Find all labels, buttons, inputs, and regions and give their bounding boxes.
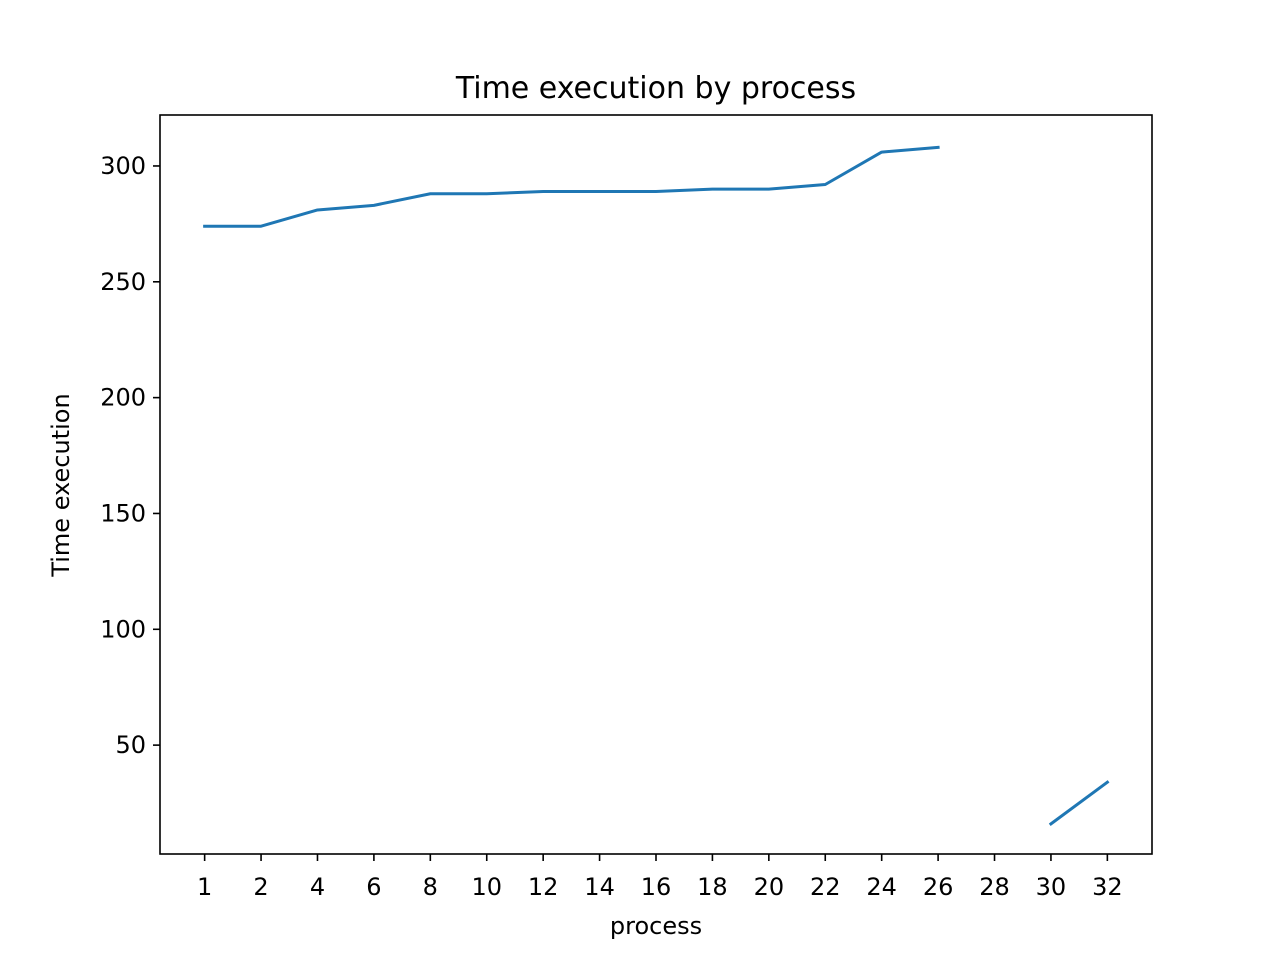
plot-frame xyxy=(159,114,1153,855)
x-axis: 1 2 4 6 8 10 12 14 16 18 20 22 24 26 28 30 32 xyxy=(197,854,1123,901)
series-line-1 xyxy=(203,145,1110,826)
y-tick-label: 100 xyxy=(100,615,146,643)
x-tick-label: 1 xyxy=(197,873,212,901)
x-tick-label: 2 xyxy=(253,873,268,901)
x-tick-label: 20 xyxy=(754,873,785,901)
x-tick-label: 16 xyxy=(641,873,672,901)
y-tick-label: 300 xyxy=(100,152,146,180)
x-tick-label: 14 xyxy=(584,873,615,901)
x-axis-label: process xyxy=(610,912,702,940)
x-tick-label: 6 xyxy=(366,873,381,901)
y-tick-label: 150 xyxy=(100,499,146,527)
y-axis-label: Time execution xyxy=(47,393,75,577)
x-tick-label: 26 xyxy=(923,873,954,901)
x-tick-label: 10 xyxy=(471,873,502,901)
y-tick-label: 50 xyxy=(115,731,146,759)
chart-title: Time execution by process xyxy=(455,71,856,106)
x-tick-label: 4 xyxy=(310,873,325,901)
x-tick-label: 12 xyxy=(528,873,559,901)
x-tick-label: 24 xyxy=(866,873,897,901)
x-tick-label: 28 xyxy=(979,873,1010,901)
x-tick-label: 8 xyxy=(423,873,438,901)
x-tick-label: 32 xyxy=(1092,873,1123,901)
x-tick-label: 18 xyxy=(697,873,728,901)
x-tick-label: 30 xyxy=(1036,873,1067,901)
y-tick-label: 200 xyxy=(100,384,146,412)
y-tick-label: 250 xyxy=(100,268,146,296)
series-layer xyxy=(203,145,1110,826)
y-axis: 50 100 150 200 250 300 xyxy=(100,152,160,759)
x-tick-label: 22 xyxy=(810,873,841,901)
